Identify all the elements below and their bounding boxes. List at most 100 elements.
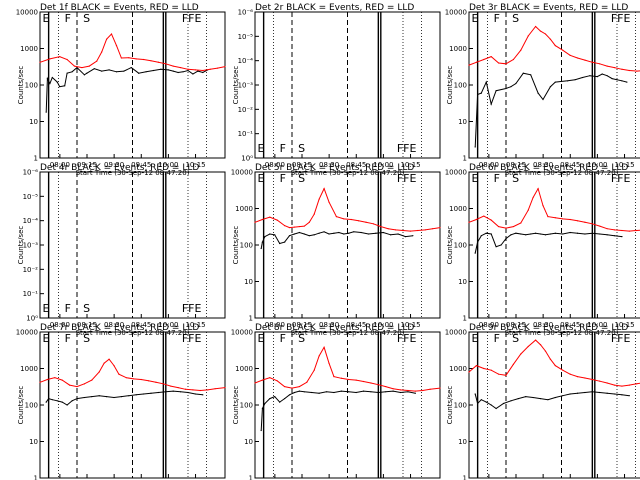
y-tick-label: 10⁻² bbox=[238, 106, 254, 114]
x-tick-label: 08:00 bbox=[479, 161, 499, 169]
series-point-lld bbox=[106, 38, 108, 40]
series-point-events bbox=[61, 401, 63, 403]
series-point-lld bbox=[576, 57, 579, 59]
series-point-lld bbox=[385, 385, 387, 388]
series-point-lld bbox=[544, 33, 547, 35]
series-point-lld bbox=[39, 381, 41, 383]
series-point-lld bbox=[380, 225, 382, 228]
series-point-events bbox=[260, 247, 262, 250]
series-point-events bbox=[611, 77, 613, 80]
series-point-events bbox=[113, 396, 115, 399]
series-point-events bbox=[128, 395, 130, 397]
x-tick-label: 10:15 bbox=[185, 321, 205, 329]
y-tick-label: 10⁻⁵ bbox=[23, 193, 39, 201]
x-tick-label: 08:00 bbox=[479, 321, 499, 329]
series-point-lld bbox=[562, 218, 564, 220]
series-point-events bbox=[343, 233, 345, 235]
series-point-lld bbox=[254, 221, 256, 223]
series-point-lld bbox=[584, 221, 586, 223]
series-point-events bbox=[477, 93, 479, 96]
series-point-lld bbox=[261, 379, 263, 381]
series-point-events bbox=[83, 396, 85, 399]
x-tick-label: 10:00 bbox=[373, 321, 393, 329]
series-point-lld bbox=[395, 229, 397, 231]
series-point-events bbox=[340, 390, 342, 392]
series-point-lld bbox=[46, 378, 49, 381]
series-point-events bbox=[517, 397, 519, 400]
series-point-lld bbox=[192, 389, 194, 391]
series-point-lld bbox=[468, 221, 470, 223]
y-axis-label: Counts/sec bbox=[446, 386, 454, 425]
series-point-events bbox=[554, 396, 556, 399]
series-point-lld bbox=[527, 209, 529, 211]
series-point-events bbox=[414, 392, 416, 394]
series-point-events bbox=[71, 400, 73, 402]
event-marker-label: FFE bbox=[611, 332, 631, 345]
series-point-events bbox=[293, 233, 296, 235]
x-tick-label: 08:15 bbox=[77, 321, 97, 329]
series-point-lld bbox=[535, 25, 537, 28]
event-marker-label: S bbox=[83, 302, 90, 315]
series-point-events bbox=[397, 233, 399, 235]
series-point-lld bbox=[49, 58, 51, 60]
series-point-events bbox=[525, 395, 527, 398]
series-point-events bbox=[187, 391, 189, 394]
y-tick-label: 10 bbox=[458, 438, 467, 446]
series-point-lld bbox=[61, 379, 63, 381]
series-point-lld bbox=[140, 378, 142, 381]
series-point-lld bbox=[505, 227, 507, 229]
y-tick-label: 10⁻⁶ bbox=[238, 9, 254, 17]
series-point-events bbox=[502, 402, 505, 405]
series-point-events bbox=[328, 233, 330, 235]
x-tick-label: 09:30 bbox=[104, 161, 124, 169]
series-point-events bbox=[360, 231, 362, 234]
series-point-lld bbox=[387, 228, 389, 230]
series-point-lld bbox=[177, 386, 179, 389]
series-point-events bbox=[480, 399, 482, 401]
event-marker-label: FFE bbox=[182, 12, 202, 25]
series-point-lld bbox=[318, 198, 320, 200]
series-point-lld bbox=[276, 219, 278, 221]
x-tick-label: 09:15 bbox=[77, 161, 97, 169]
series-point-events bbox=[284, 397, 286, 400]
series-point-lld bbox=[98, 371, 100, 373]
series-point-lld bbox=[554, 45, 556, 47]
y-tick-label: 100 bbox=[454, 242, 467, 250]
series-point-lld bbox=[498, 62, 500, 64]
series-point-events bbox=[370, 391, 372, 393]
series-point-events bbox=[76, 66, 78, 69]
x-tick-label: 08:15 bbox=[506, 161, 526, 169]
series-point-lld bbox=[199, 389, 201, 392]
series-point-events bbox=[606, 234, 608, 236]
series-point-lld bbox=[269, 216, 271, 218]
series-point-events bbox=[48, 397, 50, 400]
series-point-lld bbox=[157, 61, 159, 63]
x-tick-label: 08:45 bbox=[131, 321, 151, 329]
series-point-lld bbox=[512, 58, 515, 61]
y-tick-label: 10000 bbox=[445, 169, 467, 177]
series-point-lld bbox=[483, 58, 485, 61]
series-point-lld bbox=[150, 60, 152, 62]
series-point-lld bbox=[584, 59, 586, 61]
series-point-events bbox=[505, 237, 507, 240]
series-point-events bbox=[274, 395, 276, 398]
series-point-lld bbox=[606, 65, 608, 67]
series-point-lld bbox=[83, 383, 85, 385]
x-tick-label: 08:00 bbox=[265, 161, 285, 169]
series-point-lld bbox=[475, 365, 477, 367]
series-point-events bbox=[64, 85, 66, 87]
x-tick-label: 10:00 bbox=[587, 161, 607, 169]
event-marker-label: E bbox=[257, 332, 264, 345]
y-tick-label: 100 bbox=[454, 402, 467, 410]
series-point-events bbox=[367, 233, 370, 235]
series-point-events bbox=[177, 71, 179, 74]
series-point-lld bbox=[284, 225, 286, 227]
series-point-lld bbox=[613, 229, 616, 231]
series-point-lld bbox=[313, 369, 315, 371]
series-point-lld bbox=[209, 68, 211, 70]
series-point-events bbox=[274, 234, 276, 236]
series-point-lld bbox=[520, 222, 522, 224]
series-point-lld bbox=[120, 57, 122, 59]
y-tick-label: 1000 bbox=[449, 205, 467, 213]
